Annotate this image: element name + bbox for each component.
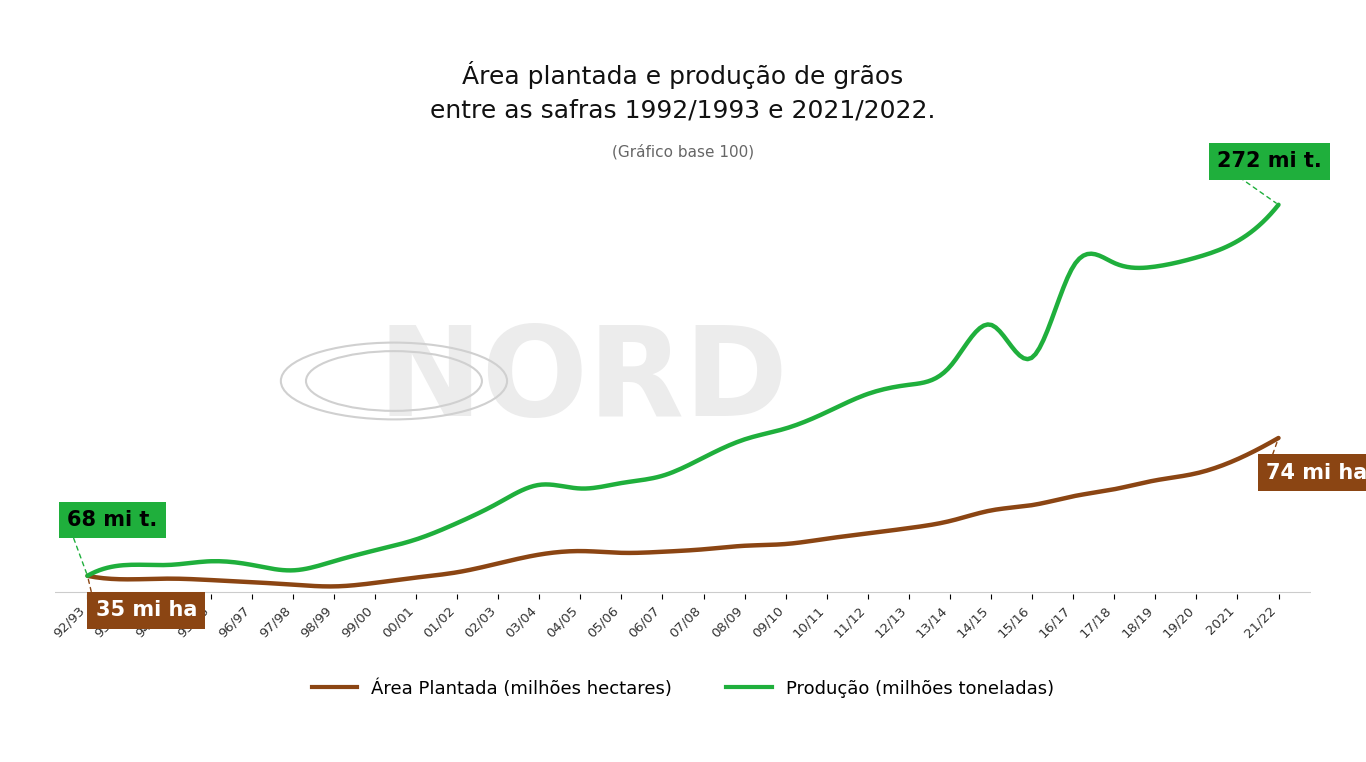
Text: 272 mi t.: 272 mi t. xyxy=(1217,152,1322,171)
Text: NORD: NORD xyxy=(377,321,788,441)
Text: (Gráfico base 100): (Gráfico base 100) xyxy=(612,143,754,159)
Text: 74 mi ha: 74 mi ha xyxy=(1266,463,1366,482)
Title: Área plantada e produção de grãos
entre as safras 1992/1993 e 2021/2022.: Área plantada e produção de grãos entre … xyxy=(430,61,936,123)
Text: 68 mi t.: 68 mi t. xyxy=(67,510,157,530)
Text: 35 mi ha: 35 mi ha xyxy=(96,600,197,620)
Legend: Área Plantada (milhões hectares), Produção (milhões toneladas): Área Plantada (milhões hectares), Produç… xyxy=(305,672,1061,705)
